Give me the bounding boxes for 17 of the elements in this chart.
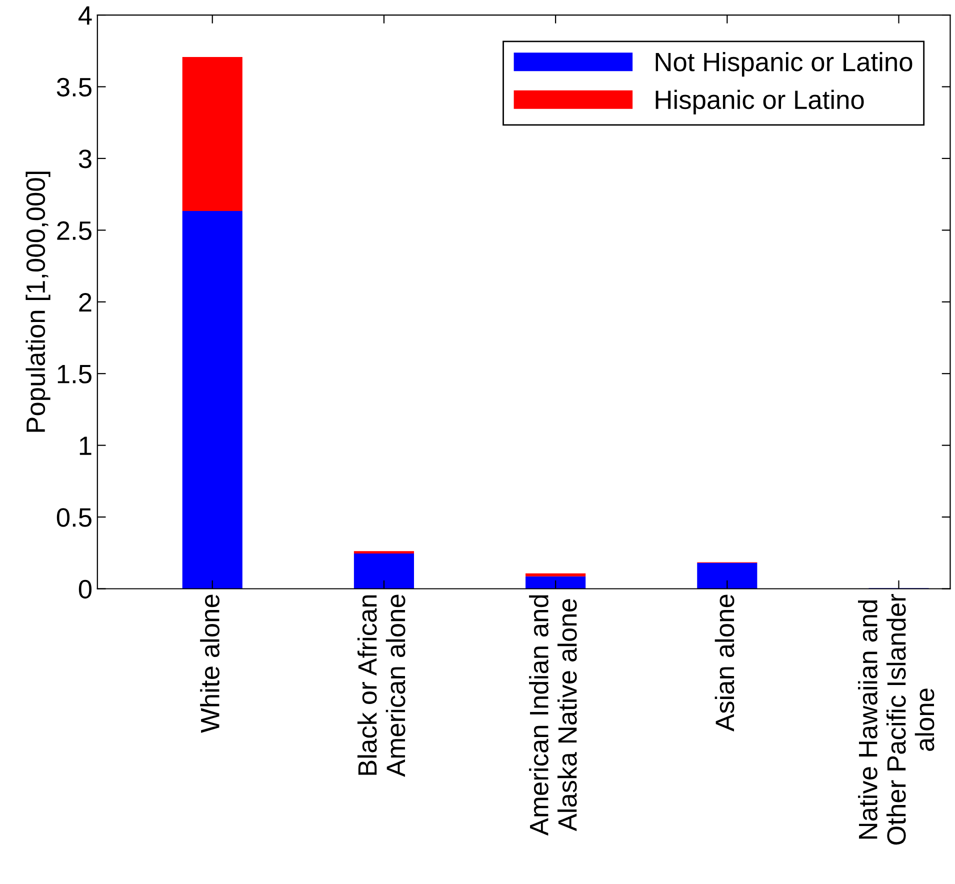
y-tick-label: 1.5 — [58, 365, 92, 384]
y-tick-label: 3 — [78, 150, 92, 168]
y-axis-title: Population [1,000,000] — [26, 172, 50, 432]
legend-label: Hispanic or Latino — [656, 90, 864, 114]
x-tick-label: Black or African American alone — [357, 594, 406, 777]
legend-label: Not Hispanic or Latino — [656, 52, 912, 77]
y-tick-label: 3.5 — [56, 78, 92, 97]
y-tick-label: 1 — [80, 436, 92, 455]
y-tick-label: 0 — [78, 580, 92, 599]
x-tick-label: White alone — [200, 594, 220, 733]
y-tick-label: 2 — [79, 293, 92, 312]
y-tick-label: 4 — [78, 6, 92, 25]
y-tick-label: 0.5 — [56, 508, 92, 527]
x-tick-label: American Indian and Alaska Native alone — [529, 595, 577, 836]
x-tick-label: Asian alone — [714, 594, 734, 732]
y-tick-label: 2.5 — [57, 221, 92, 240]
x-tick-label: Native Hawaiian and Other Pacific Islander alone — [858, 594, 934, 845]
